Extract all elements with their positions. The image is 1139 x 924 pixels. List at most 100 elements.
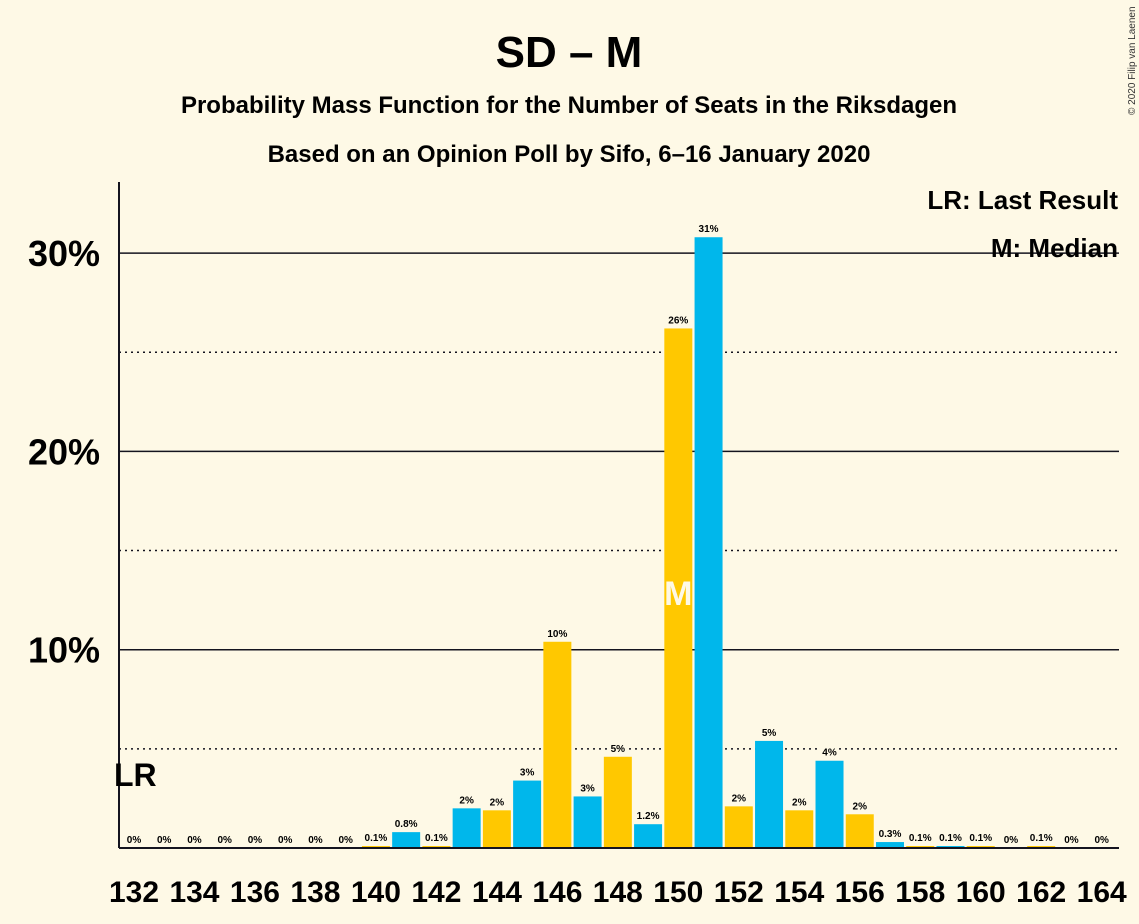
x-tick-label: 152: [714, 876, 764, 909]
bar-value-label: 2%: [459, 795, 474, 806]
bar-value-label: 0.1%: [909, 833, 932, 844]
bar-label-backdrop: [1001, 834, 1020, 846]
bar: [603, 756, 632, 848]
chart-subtitle-source: Based on an Opinion Poll by Sifo, 6–16 J…: [268, 141, 871, 168]
bar-value-label: 0.1%: [365, 833, 388, 844]
bar-label-backdrop: [935, 832, 966, 845]
bar-label-backdrop: [1092, 834, 1111, 846]
bar: [785, 810, 814, 848]
y-tick-label: 30%: [28, 233, 100, 274]
bar-value-label: 0.1%: [425, 833, 448, 844]
bar-value-label: 0%: [308, 835, 323, 846]
bar-value-label: 2%: [792, 797, 807, 808]
bar-value-labels: 0% 0% 0% 0% 0% 0% 0% 0% 0.1% 0.8% 0.1% 2% 2% 3% 10% 3% 5…: [125, 223, 1111, 846]
legend-last-result: LR: Last Result: [927, 185, 1118, 215]
x-tick-label: 146: [532, 876, 582, 909]
bars: [361, 237, 1056, 849]
bar: [543, 641, 572, 848]
bar-value-label: 0.1%: [1030, 833, 1053, 844]
bar-label-backdrop: [1062, 834, 1081, 846]
copyright-notice: © 2020 Filip van Laenen: [1127, 6, 1138, 115]
bar: [634, 824, 663, 848]
bar-value-label: 0%: [278, 835, 293, 846]
x-tick-label: 134: [169, 876, 219, 909]
bar-label-backdrop: [457, 794, 476, 807]
x-tick-label: 150: [653, 876, 703, 909]
bar: [452, 808, 481, 848]
bar: [755, 740, 784, 848]
bar-label-backdrop: [360, 832, 391, 845]
bar-value-label: 26%: [668, 315, 688, 326]
bar-label-backdrop: [215, 834, 234, 846]
bar-value-label: 0%: [1094, 835, 1109, 846]
x-tick-label: 160: [956, 876, 1006, 909]
bar-label-backdrop: [391, 818, 422, 831]
bar-label-backdrop: [850, 800, 869, 813]
bar: [694, 237, 723, 849]
bar: [724, 806, 753, 848]
bar-label-backdrop: [545, 627, 570, 640]
bar-value-label: 0%: [248, 835, 263, 846]
bar: [815, 760, 844, 848]
bar-label-backdrop: [666, 314, 691, 327]
chart-title: SD – M: [496, 28, 643, 77]
bar-label-backdrop: [155, 834, 174, 846]
bar-value-label: 4%: [822, 748, 837, 759]
bar-value-label: 0%: [217, 835, 232, 846]
bar-label-backdrop: [729, 792, 748, 805]
bar-label-backdrop: [696, 223, 721, 236]
bar-value-label: 0.1%: [939, 833, 962, 844]
bar-label-backdrop: [487, 796, 506, 809]
x-tick-labels: 132 134 136 138 140 142 144 146 148 150 152 154 156 1…: [109, 876, 1127, 909]
median-marker: M: [664, 575, 692, 613]
bar-value-label: 0%: [1064, 835, 1079, 846]
bar-label-backdrop: [1026, 832, 1057, 845]
bar-label-backdrop: [790, 796, 809, 809]
x-tick-label: 162: [1016, 876, 1066, 909]
bar-label-backdrop: [276, 834, 295, 846]
bar-value-label: 1.2%: [637, 811, 660, 822]
x-tick-label: 136: [230, 876, 280, 909]
chart-subtitle: Probability Mass Function for the Number…: [181, 92, 957, 119]
bar-label-backdrop: [185, 834, 204, 846]
bar-value-label: 0%: [1004, 835, 1019, 846]
x-tick-label: 144: [472, 876, 522, 909]
bar-label-backdrop: [125, 834, 143, 846]
x-tick-label: 158: [895, 876, 945, 909]
bar-value-label: 0%: [338, 835, 353, 846]
x-tick-label: 164: [1077, 876, 1127, 909]
bar-value-label: 5%: [762, 728, 777, 739]
bar-value-label: 5%: [611, 744, 626, 755]
bar-value-label: 0%: [187, 835, 202, 846]
y-tick-labels: 10% 20% 30%: [28, 233, 100, 671]
bar-label-backdrop: [760, 726, 779, 739]
bar: [392, 832, 421, 848]
bar-label-backdrop: [421, 832, 452, 845]
bar-label-backdrop: [306, 834, 325, 846]
bar: [513, 780, 542, 848]
bar-value-label: 3%: [580, 783, 595, 794]
bar: [876, 842, 904, 848]
bar-label-backdrop: [518, 766, 537, 779]
bar-label-backdrop: [633, 810, 664, 823]
x-tick-label: 148: [593, 876, 643, 909]
bar-label-backdrop: [905, 832, 936, 845]
bar-value-label: 0.3%: [879, 829, 902, 840]
y-tick-label: 10%: [28, 630, 100, 671]
bar-value-label: 10%: [547, 629, 567, 640]
bar-value-label: 0%: [127, 835, 142, 846]
x-tick-label: 132: [109, 876, 159, 909]
bar-label-backdrop: [875, 828, 905, 841]
x-tick-label: 140: [351, 876, 401, 909]
bar: [482, 810, 511, 848]
bar-value-label: 2%: [732, 793, 747, 804]
bar-value-label: 3%: [520, 768, 535, 779]
bar: [845, 814, 874, 848]
bar: [664, 328, 693, 849]
legend-median: M: Median: [991, 233, 1118, 263]
bar-value-label: 2%: [853, 801, 868, 812]
bar-value-label: 2%: [490, 797, 505, 808]
last-result-marker: LR: [114, 757, 157, 793]
bar-value-label: 0.8%: [395, 819, 418, 830]
